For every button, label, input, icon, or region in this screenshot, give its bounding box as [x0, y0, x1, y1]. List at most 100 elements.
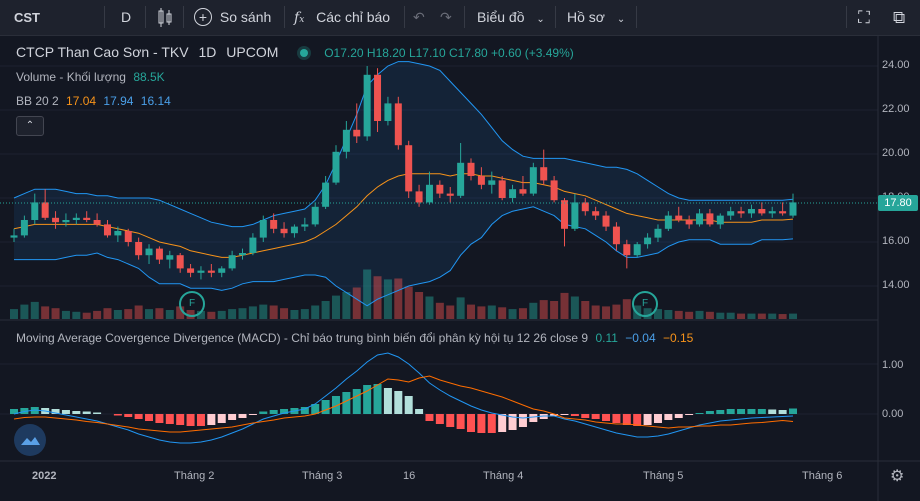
macd-histogram-bar [498, 414, 507, 432]
candle-body [41, 202, 49, 218]
volume-bar [311, 305, 320, 319]
volume-bar [425, 296, 434, 319]
macd-histogram-bar [674, 414, 683, 418]
candle-body [93, 220, 101, 225]
candle-body [342, 129, 350, 152]
chart-type-dropdown[interactable]: Biểu đồ ⌄ [477, 0, 545, 35]
volume-bar [93, 310, 102, 319]
macd-legend[interactable]: Moving Average Covergence Divergence (MA… [16, 330, 693, 346]
symbol-search[interactable]: CST [14, 10, 40, 25]
time-label: Tháng 5 [643, 470, 684, 482]
candle-body [602, 215, 610, 227]
volume-bar [778, 314, 787, 319]
volume-legend[interactable]: Volume - Khối lượng 88.5K [16, 69, 165, 85]
bb-legend[interactable]: BB 20 2 17.04 17.94 16.14 [16, 93, 171, 109]
macd-histogram-bar [778, 410, 787, 414]
candle-body [10, 235, 18, 238]
macd-histogram-bar [633, 414, 642, 426]
legend-exchange: UPCOM [226, 44, 279, 60]
undo-icon[interactable]: ↶ [413, 9, 425, 25]
candle-body [249, 237, 257, 253]
chart-area[interactable]: CTCP Than Cao Sơn - TKV 1D UPCOM O17.20 … [0, 36, 920, 501]
indicators-button[interactable]: fx Các chỉ báo [294, 0, 390, 35]
camera-icon[interactable]: ⧉ [893, 8, 906, 27]
macd-histogram-bar [228, 414, 237, 420]
volume-bar [415, 292, 424, 319]
volume-bar [529, 302, 538, 319]
time-label: Tháng 6 [802, 470, 843, 482]
interval-button[interactable]: D [121, 9, 132, 25]
candle-body [540, 167, 548, 181]
candle-body [363, 74, 371, 137]
volume-value: 88.5K [133, 70, 165, 84]
time-label: Tháng 3 [302, 470, 343, 482]
candle-body [664, 215, 672, 229]
candle-body [446, 193, 454, 196]
candle-body [758, 209, 766, 214]
candles-icon[interactable] [156, 0, 174, 35]
candle-body [488, 180, 496, 185]
macd-histogram-bar [415, 409, 424, 414]
candle-body [176, 255, 184, 269]
event-marker-f[interactable]: F [179, 291, 205, 317]
divider [183, 6, 184, 28]
macd-histogram-bar [363, 385, 372, 414]
candle-body [415, 191, 423, 203]
gear-icon[interactable]: ⚙ [890, 468, 905, 485]
macd-tick: 0.00 [882, 408, 904, 420]
divider [104, 6, 105, 28]
volume-bar [383, 279, 392, 319]
volume-bar [124, 309, 133, 319]
macd-histogram-bar [789, 408, 797, 414]
macd-histogram-bar [331, 396, 340, 414]
candle-body [685, 220, 693, 225]
macd-histogram-bar [477, 414, 486, 433]
volume-bar [477, 306, 486, 319]
top-toolbar: CST D + So sánh fx Các chỉ báo ↶ ↷ Biểu … [0, 0, 920, 36]
last-price-tag: 17.80 [878, 195, 918, 211]
candle-body [477, 176, 485, 185]
volume-bar [612, 304, 621, 319]
volume-bar [695, 310, 704, 319]
volume-bar [435, 302, 444, 319]
macd-histogram-bar [757, 409, 766, 414]
macd-histogram-bar [747, 409, 756, 414]
chart-canvas [0, 36, 920, 501]
candle-body [529, 167, 537, 194]
macd-histogram-bar [165, 414, 174, 424]
macd-histogram-bar [560, 414, 569, 415]
macd-histogram-bar [404, 396, 413, 414]
candle-body [405, 145, 413, 192]
chevron-down-icon: ⌄ [616, 14, 626, 25]
candle-body [394, 103, 402, 146]
macd-histogram-bar [61, 410, 70, 414]
macd-histogram-bar [591, 414, 600, 419]
price-tick: 16.00 [882, 235, 910, 247]
collapse-legend-button[interactable]: ⌃ [16, 116, 44, 136]
macd-histogram-bar [425, 414, 434, 421]
macd-histogram-bar [394, 391, 403, 414]
event-marker-f[interactable]: F [632, 291, 658, 317]
macd-histogram-bar [435, 414, 444, 424]
divider [636, 6, 637, 28]
macd-signal-value: −0.15 [662, 331, 694, 345]
macd-histogram-bar [124, 414, 133, 417]
volume-bar [602, 306, 611, 319]
candle-body [789, 202, 797, 216]
redo-icon[interactable]: ↷ [440, 9, 452, 25]
volume-bar [456, 297, 465, 319]
candle-body [768, 211, 776, 214]
volume-bar [269, 305, 278, 319]
tradingview-logo-icon[interactable] [14, 424, 46, 456]
volume-bar [539, 300, 548, 319]
candle-body [83, 217, 91, 220]
macd-histogram-bar [207, 414, 216, 425]
volume-bar [82, 312, 91, 319]
candle-body [52, 217, 60, 223]
macd-histogram-bar [186, 414, 195, 426]
volume-bar [498, 307, 507, 319]
candle-body [259, 220, 267, 238]
profile-dropdown[interactable]: Hồ sơ ⌄ [567, 0, 625, 35]
compare-button[interactable]: + So sánh [194, 0, 271, 35]
fullscreen-icon[interactable]: ⛶ [858, 8, 870, 27]
